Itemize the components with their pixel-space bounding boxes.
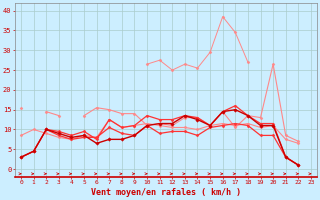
X-axis label: Vent moyen/en rafales ( km/h ): Vent moyen/en rafales ( km/h )	[91, 188, 241, 197]
